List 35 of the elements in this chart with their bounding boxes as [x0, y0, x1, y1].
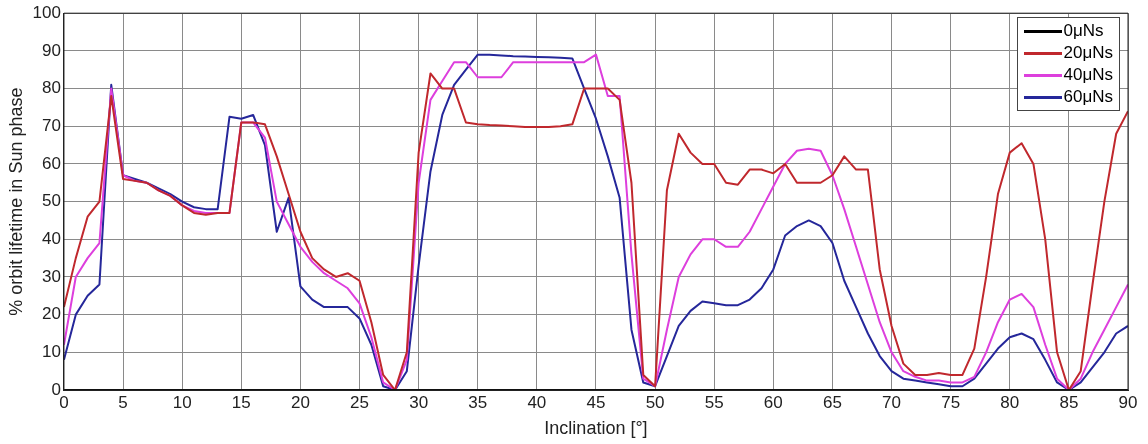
x-axis-title: Inclination [°] [544, 418, 648, 439]
y-axis-title: % orbit lifetime in Sun phase [5, 87, 26, 316]
y-tick-label: 40 [42, 228, 61, 248]
x-tick-label: 35 [468, 392, 488, 412]
y-tick-label: 70 [42, 115, 61, 135]
x-tick-label: 5 [118, 392, 128, 412]
x-tick-label: 10 [172, 392, 192, 412]
x-tick-label: 45 [586, 392, 606, 412]
y-tick-label: 60 [42, 153, 61, 173]
legend-label: 20μNs [1063, 42, 1113, 65]
x-tick-label: 20 [290, 392, 310, 412]
x-tick-label: 40 [527, 392, 547, 412]
y-tick-label: 30 [42, 266, 61, 286]
x-tick-label: 70 [882, 392, 902, 412]
x-tick-label: 75 [941, 392, 961, 412]
x-tick-label: 90 [1118, 392, 1138, 412]
y-tick-label: 10 [42, 342, 61, 362]
y-tick-label: 0 [51, 379, 61, 399]
x-tick-label: 85 [1059, 392, 1079, 412]
x-tick-label: 65 [822, 392, 842, 412]
x-tick-label: 30 [409, 392, 429, 412]
y-tick-label: 90 [42, 40, 61, 60]
y-tick-label: 50 [42, 191, 61, 211]
x-tick-label: 15 [231, 392, 251, 412]
x-tick-label: 25 [350, 392, 369, 412]
y-tick-label: 80 [42, 78, 61, 98]
y-tick-label: 100 [32, 2, 61, 22]
x-tick-label: 55 [704, 392, 724, 412]
y-tick-label: 20 [42, 304, 61, 324]
legend-label: 0μNs [1063, 20, 1104, 43]
x-tick-label: 60 [763, 392, 783, 412]
legend-label: 40μNs [1063, 64, 1113, 87]
x-tick-label: 80 [1000, 392, 1020, 412]
x-tick-label: 50 [645, 392, 665, 412]
legend-label: 60μNs [1063, 86, 1113, 109]
